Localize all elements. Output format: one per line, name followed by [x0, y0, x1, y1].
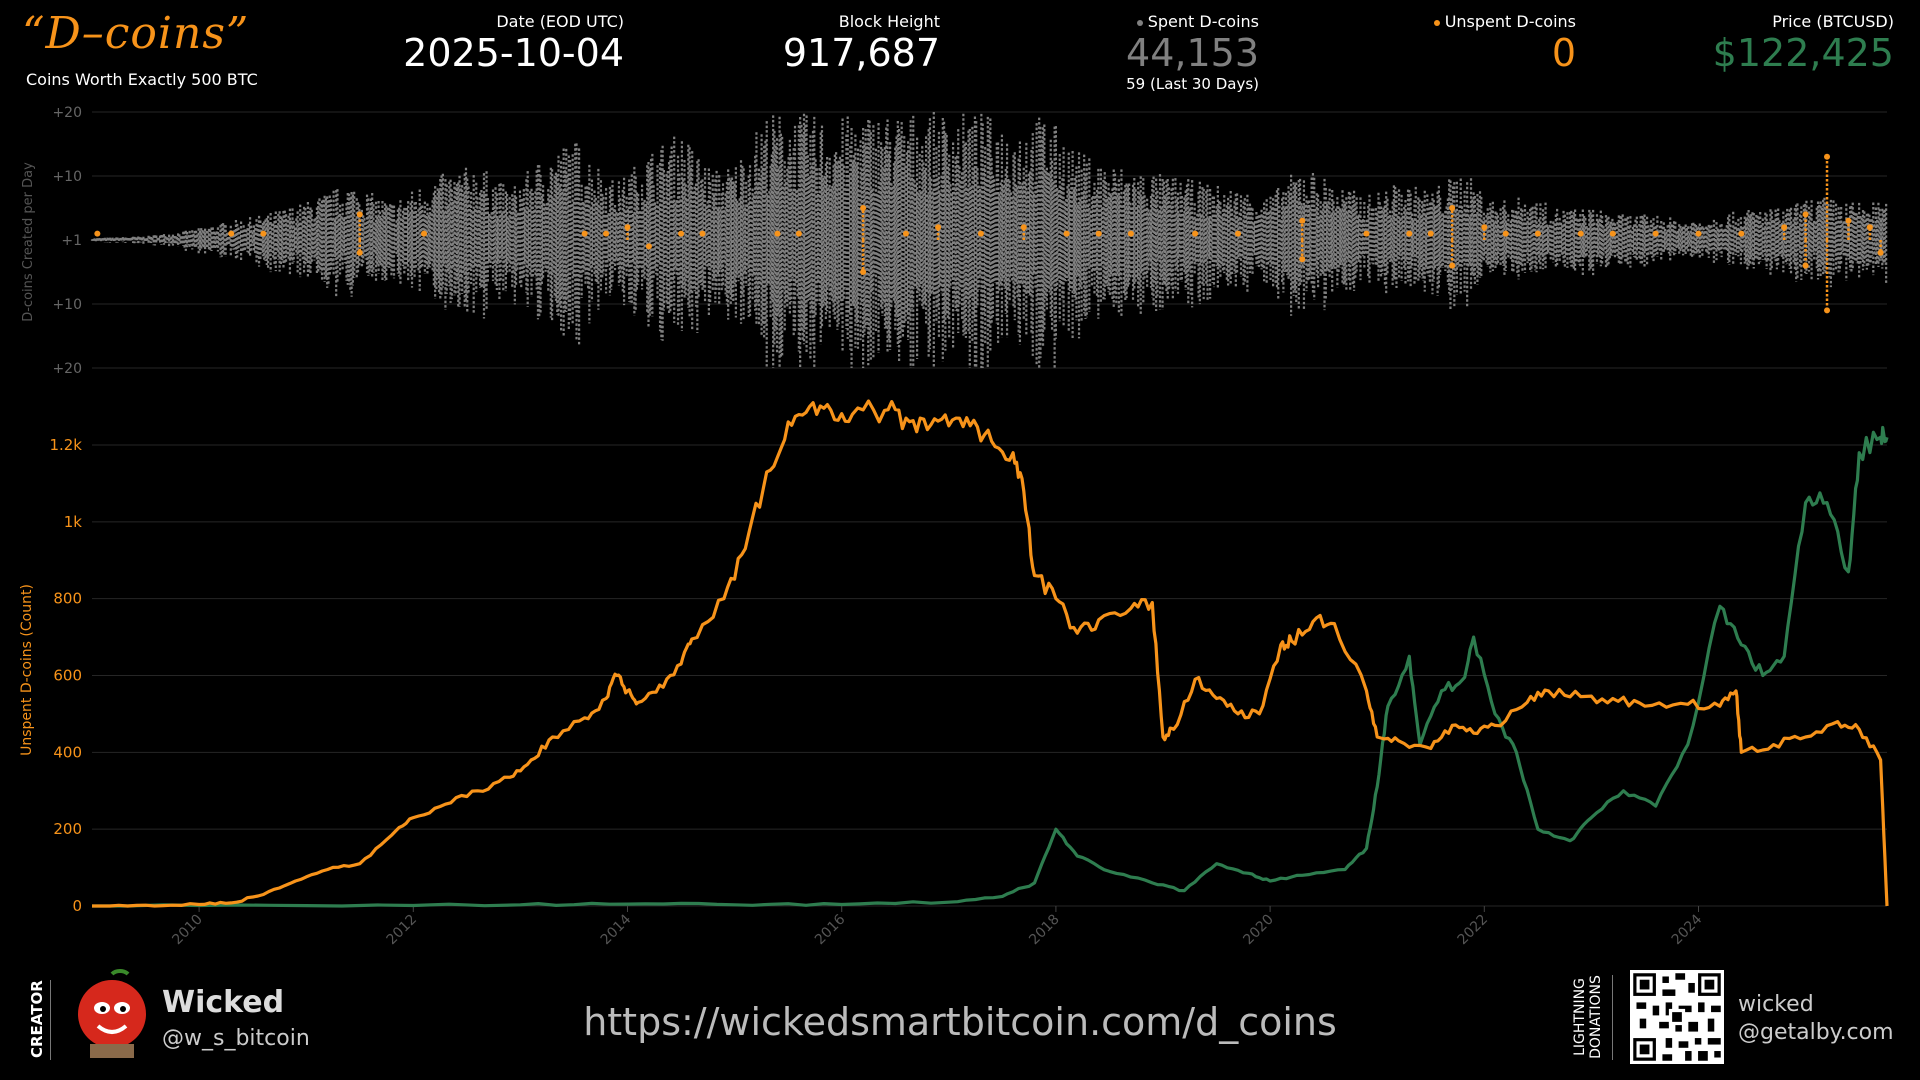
main-y-axis-label: Unspent D-coins (Count) — [19, 584, 35, 756]
main-y-tick-label: 1.2k — [49, 436, 82, 454]
stat-unspent-value: 0 — [1551, 31, 1576, 75]
unspent-point — [1427, 230, 1434, 237]
top-y-tick-label: +20 — [52, 105, 82, 121]
stat-block-height: Block Height 917,687 — [783, 12, 940, 75]
unspent-point — [699, 230, 706, 237]
stat-date-label: Date (EOD UTC) — [496, 12, 624, 31]
unspent-point — [1502, 230, 1509, 237]
brand-logo: “D–coins” — [22, 8, 250, 59]
unspent-point — [1652, 230, 1659, 237]
main-x-tick-label: 2012 — [384, 912, 421, 949]
main-x-tick-label: 2024 — [1669, 911, 1706, 948]
unspent-point — [1877, 249, 1884, 256]
stat-block-value: 917,687 — [782, 31, 940, 75]
creator-name: Wicked — [162, 985, 285, 1020]
stat-unspent-label: Unspent D-coins — [1433, 12, 1576, 31]
main-y-tick-label: 600 — [53, 667, 82, 685]
stat-spent-label: Spent D-coins — [1126, 12, 1259, 31]
unspent-point — [228, 230, 235, 237]
unspent-point — [1406, 230, 1413, 237]
stat-spent-value: 44,153 — [1126, 31, 1259, 75]
top-y-tick-label: +20 — [52, 361, 82, 377]
main-x-tick-label: 2022 — [1455, 912, 1492, 949]
unspent-point — [1363, 230, 1370, 237]
stat-block-label: Block Height — [838, 12, 940, 31]
unspent-point — [1095, 230, 1102, 237]
unspent-point — [1127, 230, 1134, 237]
main-y-tick-label: 400 — [53, 743, 82, 761]
unspent-point — [678, 230, 685, 237]
donation-label: LIGHTNING DONATIONS — [1572, 975, 1604, 1059]
creator-divider — [50, 980, 51, 1060]
unspent-point — [1449, 262, 1456, 269]
site-url-link[interactable]: https://wickedsmartbitcoin.com/d_coins — [583, 1000, 1337, 1044]
stat-price-value: $122,425 — [1712, 31, 1894, 75]
main-y-tick-label: 1k — [64, 513, 83, 531]
creator-avatar — [78, 969, 146, 1058]
unspent-point — [774, 230, 781, 237]
stat-price: Price (BTCUSD) $122,425 — [1713, 12, 1894, 75]
unspent-point — [935, 224, 942, 231]
unspent-dot-icon — [1433, 19, 1440, 26]
unspent-point — [1192, 230, 1199, 237]
main-y-tick-label: 200 — [53, 820, 82, 838]
unspent-point — [260, 230, 267, 237]
unspent-point — [1738, 230, 1745, 237]
stat-date-value: 2025-10-04 — [403, 31, 624, 75]
unspent-point — [1802, 211, 1809, 218]
unspent-point — [1063, 230, 1070, 237]
main-y-tick-label: 800 — [53, 590, 82, 608]
donation-divider — [1612, 975, 1613, 1060]
unspent-point — [795, 230, 802, 237]
main-y-tick-label: 0 — [72, 897, 82, 915]
main-x-tick-label: 2020 — [1240, 912, 1277, 949]
unspent-point — [603, 230, 610, 237]
stat-spent-sub: 59 (Last 30 Days) — [1126, 75, 1259, 93]
unspent-point — [581, 230, 588, 237]
unspent-point — [1824, 307, 1831, 314]
top-y-axis-label: D-coins Created per Day — [21, 162, 36, 322]
unspent-point — [356, 211, 363, 218]
unspent-count-line — [92, 399, 1889, 908]
lightning-qr-code[interactable] — [1630, 970, 1724, 1064]
unspent-point — [1802, 262, 1809, 269]
unspent-count-chart: 0 200 400 600 800 1k 1.2k 2010 2012 2014 2016 2018 2… — [19, 399, 1889, 949]
unspent-point — [1234, 230, 1241, 237]
stat-spent: Spent D-coins 44,153 59 (Last 30 Days) — [1126, 12, 1259, 93]
lightning-address[interactable]: @getalby.com — [1738, 1020, 1894, 1045]
top-y-tick-label: +1 — [61, 233, 82, 249]
main-x-tick-label: 2010 — [169, 912, 206, 949]
unspent-point — [421, 230, 428, 237]
unspent-point — [1866, 224, 1873, 231]
unspent-point — [356, 249, 363, 256]
main-x-tick-label: 2016 — [812, 911, 849, 948]
spent-dot-icon — [1136, 19, 1143, 26]
main-x-tick-label: 2018 — [1026, 912, 1063, 949]
stat-date: Date (EOD UTC) 2025-10-04 — [403, 12, 624, 75]
creator-handle[interactable]: @w_s_bitcoin — [162, 1026, 310, 1051]
unspent-point — [977, 230, 984, 237]
top-y-tick-label: +10 — [52, 169, 82, 185]
unspent-point — [624, 224, 631, 231]
lightning-name: wicked — [1738, 992, 1814, 1017]
top-y-tick-label: +10 — [52, 297, 82, 313]
stat-price-label: Price (BTCUSD) — [1772, 12, 1894, 31]
stat-unspent: Unspent D-coins 0 — [1433, 12, 1576, 75]
unspent-point — [1577, 230, 1584, 237]
brand-subtitle: Coins Worth Exactly 500 BTC — [26, 70, 258, 89]
unspent-point — [1695, 230, 1702, 237]
unspent-point — [1481, 224, 1488, 231]
created-per-day-chart: +20 +10 +1 +10 +20 D-coins Created per Day — [21, 105, 1888, 377]
main-x-tick-label: 2014 — [598, 911, 635, 948]
unspent-point — [1534, 230, 1541, 237]
unspent-point — [1781, 224, 1788, 231]
unspent-point — [902, 230, 909, 237]
price-line — [92, 425, 1889, 908]
unspent-point — [1020, 224, 1027, 231]
unspent-point — [94, 230, 101, 237]
unspent-point — [645, 243, 652, 250]
unspent-point — [1609, 230, 1616, 237]
